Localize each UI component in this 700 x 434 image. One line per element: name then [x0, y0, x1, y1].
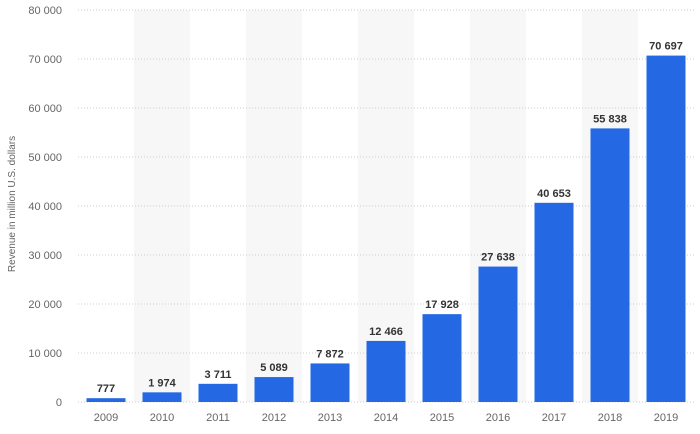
data-label-2013: 7 872: [316, 348, 344, 360]
y-tick-label: 80 000: [28, 5, 62, 17]
y-axis-tick-labels: 0 10 000 20 000 30 000 40 000 50 000 60 000 70 …: [28, 5, 62, 409]
bar-2014[interactable]: [366, 340, 406, 402]
data-label-2011: 3 711: [205, 369, 232, 381]
bar-2017[interactable]: [534, 202, 574, 402]
data-label-2015: 17 928: [425, 299, 459, 311]
bar-2016[interactable]: [478, 266, 518, 402]
data-label-2014: 12 466: [369, 326, 403, 338]
bar-2018[interactable]: [590, 128, 630, 402]
y-tick-label: 30 000: [28, 250, 62, 262]
bar-2009[interactable]: [86, 398, 126, 402]
x-tick-label-2009: 2009: [94, 412, 118, 424]
bar-2011[interactable]: [198, 383, 238, 402]
x-tick-label-2019: 2019: [654, 412, 678, 424]
x-tick-label-2010: 2010: [150, 412, 174, 424]
y-tick-label: 70 000: [28, 54, 62, 66]
bar-2010[interactable]: [142, 392, 182, 402]
x-tick-label-2011: 2011: [206, 412, 230, 424]
bar-2019[interactable]: [646, 55, 686, 402]
data-label-2017: 40 653: [537, 188, 571, 200]
y-axis-title: Revenue in million U.S. dollars: [7, 136, 18, 272]
y-tick-label: 0: [56, 397, 62, 409]
bar-2013[interactable]: [310, 363, 350, 402]
x-tick-label-2017: 2017: [542, 412, 566, 424]
data-label-2012: 5 089: [260, 362, 288, 374]
bar-2015[interactable]: [422, 314, 462, 402]
data-label-2016: 27 638: [481, 252, 515, 264]
data-label-2009: 777: [97, 383, 115, 395]
data-label-2010: 1 974: [148, 377, 176, 389]
y-tick-label: 40 000: [28, 201, 62, 213]
x-tick-label-2015: 2015: [430, 412, 454, 424]
band-2014: [358, 10, 414, 402]
y-tick-label: 10 000: [28, 348, 62, 360]
x-tick-label-2016: 2016: [486, 412, 510, 424]
x-tick-label-2012: 2012: [262, 412, 286, 424]
data-labels: 777 1 974 3 711 5 089 7 872 12 466 17 928 27 63…: [97, 41, 683, 396]
x-tick-label-2013: 2013: [318, 412, 342, 424]
data-label-2019: 70 697: [649, 41, 683, 53]
bar-2012[interactable]: [254, 377, 294, 402]
x-tick-label-2018: 2018: [598, 412, 622, 424]
data-label-2018: 55 838: [593, 113, 627, 125]
y-tick-label: 60 000: [28, 103, 62, 115]
x-axis-tick-labels: 2009 2010 2011 2012 2013 2014 2015 2016 2017 2018…: [94, 412, 678, 424]
x-tick-label-2014: 2014: [374, 412, 398, 424]
bars: [86, 55, 686, 402]
y-tick-label: 20 000: [28, 299, 62, 311]
y-tick-label: 50 000: [28, 152, 62, 164]
